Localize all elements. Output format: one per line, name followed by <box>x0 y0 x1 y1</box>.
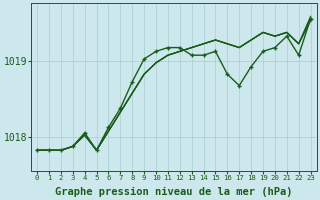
X-axis label: Graphe pression niveau de la mer (hPa): Graphe pression niveau de la mer (hPa) <box>55 186 292 197</box>
